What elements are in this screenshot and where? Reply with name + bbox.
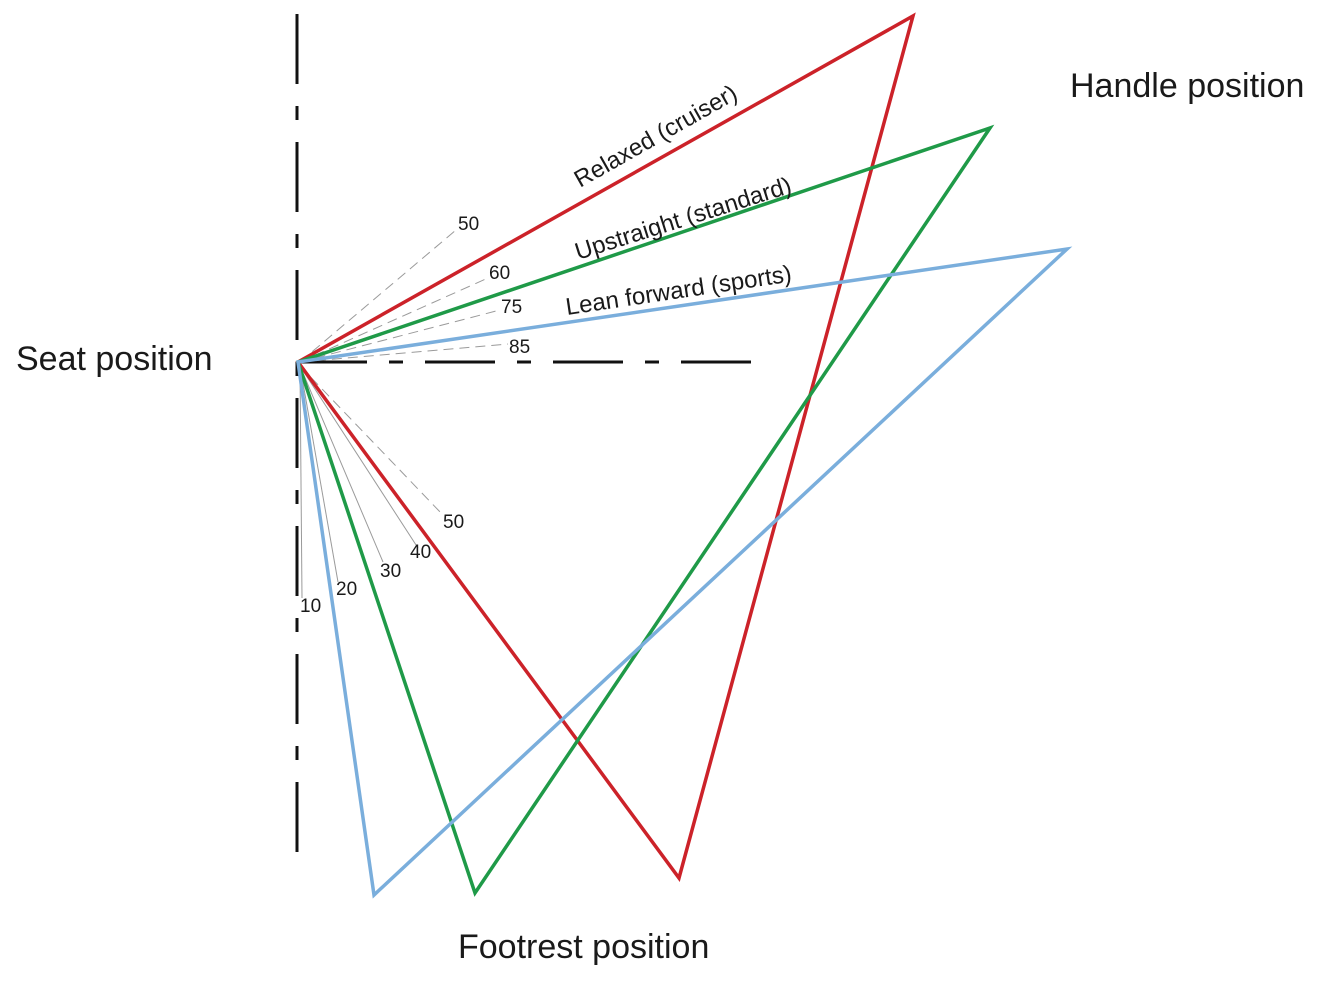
upper-angle-label-50: 50 [458, 214, 479, 235]
lower-angle-guide-10 [299, 365, 303, 599]
lean-forward-posture-label: Lean forward (sports) [564, 261, 794, 321]
relaxed-posture-triangle [295, 12, 916, 882]
upper-angle-label-85: 85 [509, 337, 530, 358]
upstraight-posture-triangle [295, 124, 995, 897]
lean-forward-posture-triangle [296, 246, 1073, 899]
upper-angle-guide-50 [299, 229, 457, 363]
relaxed-posture-label: Relaxed (cruiser) [570, 80, 742, 193]
upper-angle-label-75: 75 [501, 297, 522, 318]
seat-position-label: Seat position [16, 340, 213, 378]
lower-angle-label-50: 50 [443, 512, 464, 533]
lower-angle-guide-50 [299, 365, 443, 515]
lower-angle-guide-40 [299, 365, 419, 549]
handle-position-label: Handle position [1070, 67, 1304, 105]
upper-angle-guide-60 [299, 277, 489, 363]
lower-angle-label-20: 20 [336, 579, 357, 600]
lower-angle-guide-30 [299, 365, 384, 563]
lower-angle-label-40: 40 [410, 542, 431, 563]
upper-angle-guide-85 [299, 343, 509, 363]
footrest-position-label: Footrest position [458, 928, 709, 966]
upper-angle-guide-75 [299, 309, 501, 363]
lower-angle-guide-20 [299, 365, 339, 583]
lower-angle-label-10: 10 [300, 596, 321, 617]
upstraight-posture-label: Upstraight (standard) [572, 172, 795, 266]
upper-angle-label-60: 60 [489, 263, 510, 284]
lower-angle-label-30: 30 [380, 561, 401, 582]
